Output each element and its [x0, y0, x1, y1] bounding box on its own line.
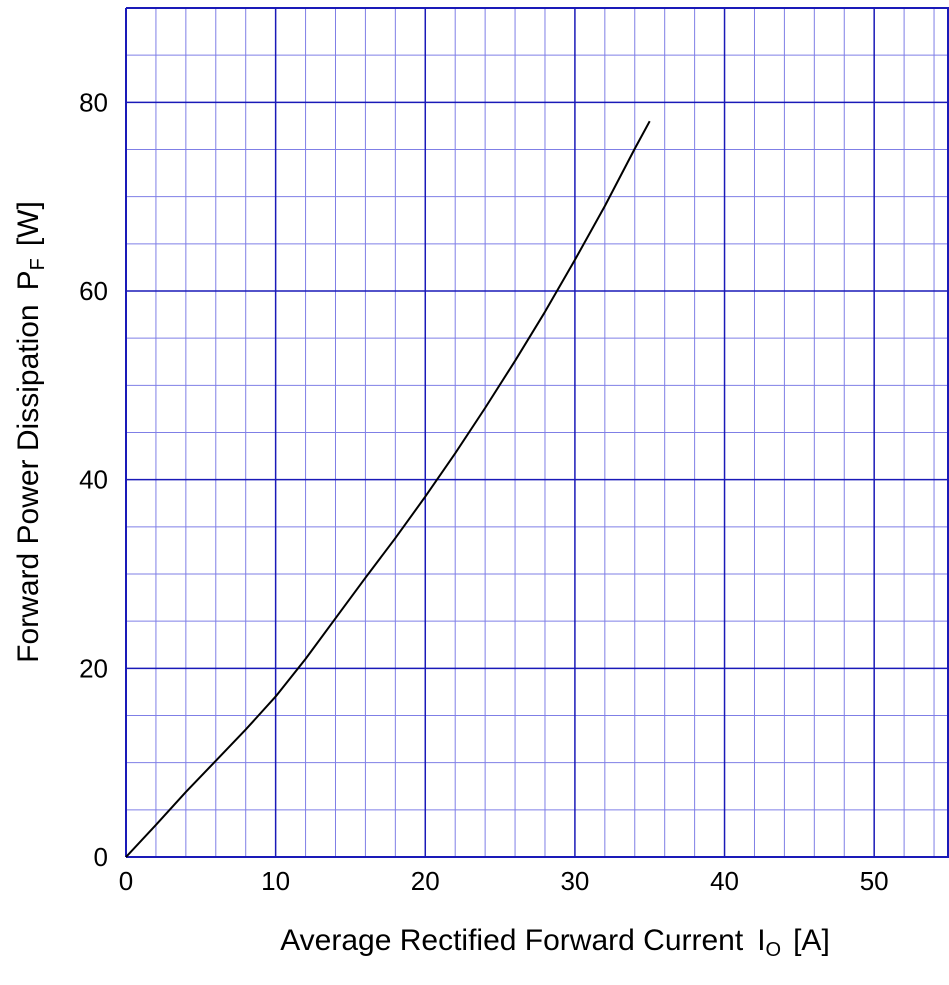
series-layer — [125, 120, 651, 858]
y-tick-label: 80 — [79, 87, 108, 117]
minor-gridlines — [126, 7, 949, 857]
y-tick-label: 60 — [79, 276, 108, 306]
y-tick-label: 20 — [79, 653, 108, 683]
x-tick-label: 30 — [560, 866, 589, 896]
tick-labels: 0 10 20 30 40 50 0 20 40 60 80 — [79, 87, 889, 896]
x-tick-label: 50 — [860, 866, 889, 896]
x-tick-label: 40 — [710, 866, 739, 896]
x-tick-label: 0 — [119, 866, 133, 896]
x-axis-title: Average Rectified Forward Current IO [A] — [280, 924, 830, 961]
y-axis-title: Forward Power DissipationPF[W] — [12, 201, 49, 663]
major-gridlines — [125, 7, 949, 858]
series-line — [125, 120, 651, 858]
y-tick-label: 40 — [79, 465, 108, 495]
x-tick-label: 10 — [261, 866, 290, 896]
y-tick-label: 0 — [94, 842, 108, 872]
x-tick-label: 20 — [411, 866, 440, 896]
